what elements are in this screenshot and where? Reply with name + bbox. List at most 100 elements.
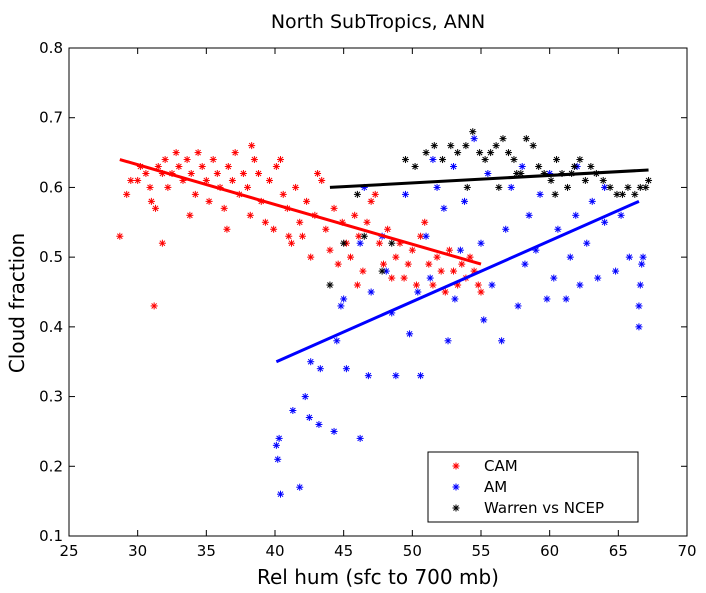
x-axis-title: Rel hum (sfc to 700 mb) [257, 565, 499, 589]
data-point [477, 239, 485, 247]
data-point [401, 190, 409, 198]
data-point [248, 142, 256, 150]
data-point [191, 190, 199, 198]
data-point [364, 372, 372, 380]
data-point [272, 441, 280, 449]
data-point [414, 288, 422, 296]
data-point [426, 274, 434, 282]
data-point [401, 156, 409, 164]
x-tick-label: 65 [609, 542, 628, 560]
data-point [554, 225, 562, 233]
data-point [576, 281, 584, 289]
data-point [266, 176, 274, 184]
data-point [356, 434, 364, 442]
data-point [441, 288, 449, 296]
data-point [330, 427, 338, 435]
x-tick-label: 55 [471, 542, 490, 560]
data-point [463, 183, 471, 191]
data-point [384, 225, 392, 233]
data-point [451, 295, 459, 303]
data-point [425, 260, 433, 268]
data-point [518, 163, 526, 171]
legend-marker [452, 483, 460, 491]
data-point [504, 149, 512, 157]
fit-line-warren-vs-ncep [329, 168, 649, 189]
data-point [562, 295, 570, 303]
data-point [535, 163, 543, 171]
data-point [618, 190, 626, 198]
data-point [417, 372, 425, 380]
data-point [175, 163, 183, 171]
data-point [340, 239, 348, 247]
data-point [392, 253, 400, 261]
series-cam [116, 142, 485, 310]
data-point [246, 211, 254, 219]
data-point [543, 295, 551, 303]
data-point [612, 267, 620, 275]
data-point [470, 135, 478, 143]
data-point [275, 434, 283, 442]
data-point [445, 246, 453, 254]
data-point [572, 211, 580, 219]
data-point [172, 149, 180, 157]
data-point [142, 169, 150, 177]
data-point [333, 337, 341, 345]
data-point [469, 128, 477, 136]
data-point [147, 197, 155, 205]
data-point [488, 281, 496, 289]
data-point [388, 274, 396, 282]
x-tick-label: 45 [334, 542, 353, 560]
data-point [315, 420, 323, 428]
data-point [510, 156, 518, 164]
data-point [481, 156, 489, 164]
data-point [439, 156, 447, 164]
data-point [566, 253, 574, 261]
data-point [305, 413, 313, 421]
data-point [599, 176, 607, 184]
data-point [625, 253, 633, 261]
x-tick-label: 25 [59, 542, 78, 560]
data-point [375, 239, 383, 247]
y-tick-label: 0.7 [39, 109, 63, 127]
data-point [476, 149, 484, 157]
data-point [570, 163, 578, 171]
data-point [213, 169, 221, 177]
data-point [152, 204, 160, 212]
data-point [422, 232, 430, 240]
chart-title: North SubTropics, ANN [271, 11, 485, 33]
data-point [279, 190, 287, 198]
data-point [400, 274, 408, 282]
series-am [272, 135, 647, 498]
y-tick-label: 0.1 [39, 527, 63, 545]
data-point [198, 163, 206, 171]
legend-box [427, 451, 639, 523]
data-point [624, 183, 632, 191]
x-tick-label: 40 [265, 542, 284, 560]
series-warren-vs-ncep [326, 128, 653, 289]
data-point [355, 232, 363, 240]
data-point [576, 156, 584, 164]
data-point [392, 372, 400, 380]
data-point [461, 197, 469, 205]
legend-label: Warren vs NCEP [484, 499, 604, 517]
data-point [303, 197, 311, 205]
data-point [495, 183, 503, 191]
data-point [484, 169, 492, 177]
data-point [638, 260, 646, 268]
data-point [322, 225, 330, 233]
data-point [529, 142, 537, 150]
data-point [642, 183, 650, 191]
data-point [462, 142, 470, 150]
data-point [239, 169, 247, 177]
data-point [183, 156, 191, 164]
data-point [547, 176, 555, 184]
data-point [422, 149, 430, 157]
y-tick-label: 0.5 [39, 248, 63, 266]
data-point [411, 163, 419, 171]
data-point [228, 176, 236, 184]
data-point [231, 149, 239, 157]
fit-line-cam [119, 158, 482, 266]
data-point [158, 239, 166, 247]
y-tick-label: 0.2 [39, 457, 63, 475]
